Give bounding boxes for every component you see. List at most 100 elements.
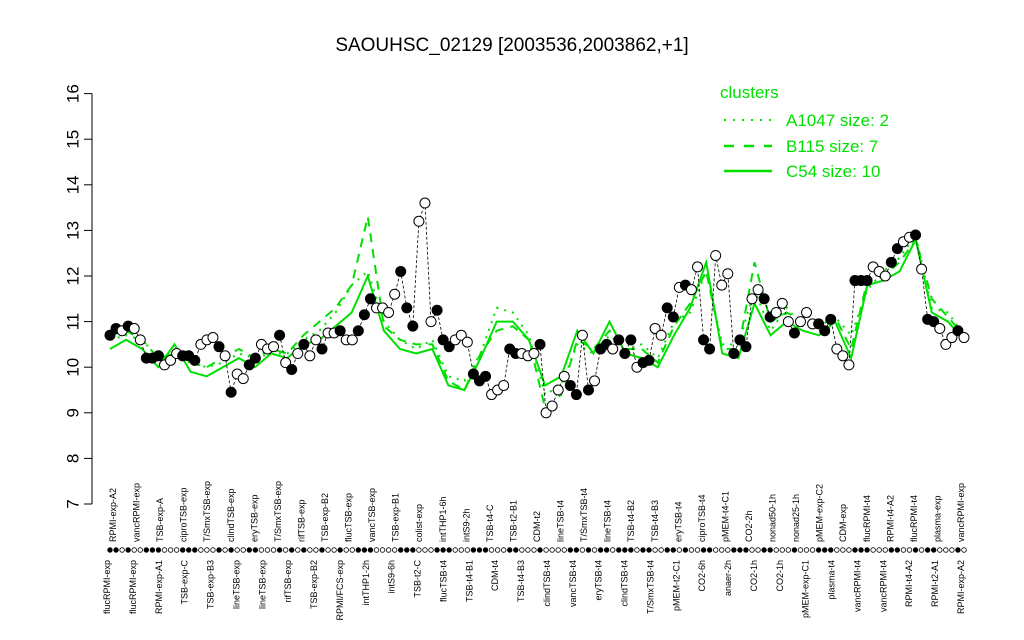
data-point-filled bbox=[952, 325, 964, 337]
rug-mark bbox=[282, 547, 289, 553]
rug-mark bbox=[149, 547, 156, 553]
x-tick-label-bottom: intTHP1-2h bbox=[361, 560, 371, 606]
x-tick-label-top: TSB-t2-B1 bbox=[508, 500, 518, 542]
rug-mark bbox=[319, 547, 325, 553]
data-point-filled bbox=[152, 350, 164, 362]
rug-mark bbox=[670, 547, 676, 553]
rug-mark bbox=[228, 547, 234, 553]
rug-mark bbox=[494, 547, 501, 553]
rug-mark bbox=[301, 547, 307, 553]
rug-mark bbox=[628, 547, 634, 553]
rug-mark bbox=[803, 547, 810, 553]
y-tick-label: 14 bbox=[63, 175, 82, 194]
rug-mark bbox=[325, 547, 331, 553]
x-tick-label-top: plasma-exp bbox=[932, 495, 942, 542]
data-point-open bbox=[879, 270, 891, 282]
rug-mark bbox=[761, 547, 767, 553]
data-point-filled bbox=[885, 256, 897, 268]
data-point-filled bbox=[334, 325, 346, 337]
x-tick-label-bottom: TSB-exp-C bbox=[180, 560, 190, 605]
data-point-filled bbox=[298, 338, 310, 350]
data-point-filled bbox=[619, 348, 631, 360]
rug-mark bbox=[894, 547, 901, 553]
data-point-filled bbox=[189, 354, 201, 366]
y-tick-label: 9 bbox=[63, 408, 82, 417]
rug-mark bbox=[749, 547, 755, 553]
data-point-open bbox=[280, 357, 292, 369]
rug-mark bbox=[234, 547, 240, 553]
y-tick-label: 8 bbox=[63, 454, 82, 463]
x-tick-label-bottom: T/SmxTSB-t4 bbox=[645, 560, 655, 614]
data-point-filled bbox=[928, 316, 940, 328]
x-tick-label-bottom: flucTSB-t4 bbox=[438, 560, 448, 602]
rug-mark bbox=[949, 547, 955, 553]
y-tick-label: 11 bbox=[63, 313, 82, 331]
x-tick-label-top: vancRPMI-exp bbox=[956, 483, 966, 542]
data-point-open bbox=[716, 279, 728, 291]
x-tick-label-top: flucRPMI-t4 bbox=[862, 495, 872, 542]
sample-trace bbox=[109, 202, 965, 414]
rug-mark bbox=[918, 547, 925, 553]
data-point-open bbox=[346, 334, 358, 346]
data-point-open bbox=[425, 316, 437, 328]
rug-mark bbox=[289, 547, 295, 553]
x-tick-label-bottom: TSB-t4-B1 bbox=[464, 560, 474, 602]
data-points bbox=[104, 197, 970, 419]
data-point-open bbox=[958, 332, 970, 344]
rug-mark bbox=[773, 547, 779, 553]
x-tick-label-top: T/SmxTSB-exp bbox=[273, 481, 283, 542]
rug-mark bbox=[192, 547, 198, 553]
rug-mark bbox=[676, 547, 683, 553]
rug-mark bbox=[507, 547, 513, 553]
legend-label-a1047: A1047 size: 2 bbox=[786, 111, 889, 130]
legend-label-c54: C54 size: 10 bbox=[786, 162, 881, 181]
x-tick-label-top: ciproTSB-exp bbox=[179, 487, 189, 542]
rug-mark bbox=[422, 547, 428, 553]
rug-mark bbox=[937, 547, 943, 553]
data-point-filled bbox=[467, 368, 479, 380]
rug-mark bbox=[446, 547, 452, 553]
sample-rug bbox=[107, 547, 967, 553]
x-tick-label-bottom: lineTSB-exp bbox=[257, 560, 267, 609]
rug-mark bbox=[470, 547, 477, 553]
rug-mark bbox=[652, 547, 658, 553]
data-point-filled bbox=[582, 384, 594, 396]
rug-mark bbox=[688, 547, 695, 553]
chart-title: SAOUHSC_02129 [2003536,2003862,+1] bbox=[335, 35, 688, 56]
data-point-open bbox=[746, 293, 758, 305]
data-point-open bbox=[782, 316, 794, 328]
x-tick-label-top: TSB-t4-B3 bbox=[650, 500, 660, 542]
data-point-filled bbox=[249, 352, 261, 364]
rug-mark bbox=[373, 547, 380, 553]
x-tick-label-top: lineTSB-t4 bbox=[556, 500, 566, 542]
rug-mark bbox=[513, 547, 519, 553]
data-point-filled bbox=[813, 318, 825, 330]
y-tick-label: 7 bbox=[63, 499, 82, 508]
data-point-filled bbox=[861, 275, 873, 287]
rug-mark bbox=[821, 547, 828, 553]
rug-mark bbox=[731, 547, 737, 553]
data-point-open bbox=[843, 359, 855, 371]
rug-mark bbox=[270, 547, 277, 553]
data-point-open bbox=[770, 306, 782, 318]
data-point-filled bbox=[395, 265, 407, 277]
data-point-open bbox=[940, 338, 952, 350]
rug-mark bbox=[567, 547, 574, 553]
rug-mark bbox=[246, 547, 253, 553]
x-tick-label-top: TSB-t4-B2 bbox=[626, 500, 636, 542]
data-point-filled bbox=[643, 354, 655, 366]
rug-mark bbox=[834, 547, 840, 553]
data-point-open bbox=[419, 197, 431, 209]
rug-mark bbox=[543, 547, 549, 553]
rug-mark bbox=[313, 547, 319, 553]
x-tick-label-bottom: eryTSB-t4 bbox=[594, 560, 604, 601]
rug-mark bbox=[367, 547, 374, 553]
x-tick-label-top: TSB-t4-C bbox=[485, 504, 495, 542]
data-point-filled bbox=[274, 329, 286, 341]
data-point-open bbox=[268, 341, 280, 353]
rug-mark bbox=[137, 547, 143, 553]
x-tick-label-top: colist-exp bbox=[414, 504, 424, 542]
x-tick-label-bottom: flucRPMI-exp bbox=[128, 560, 138, 614]
data-point-filled bbox=[825, 313, 837, 325]
